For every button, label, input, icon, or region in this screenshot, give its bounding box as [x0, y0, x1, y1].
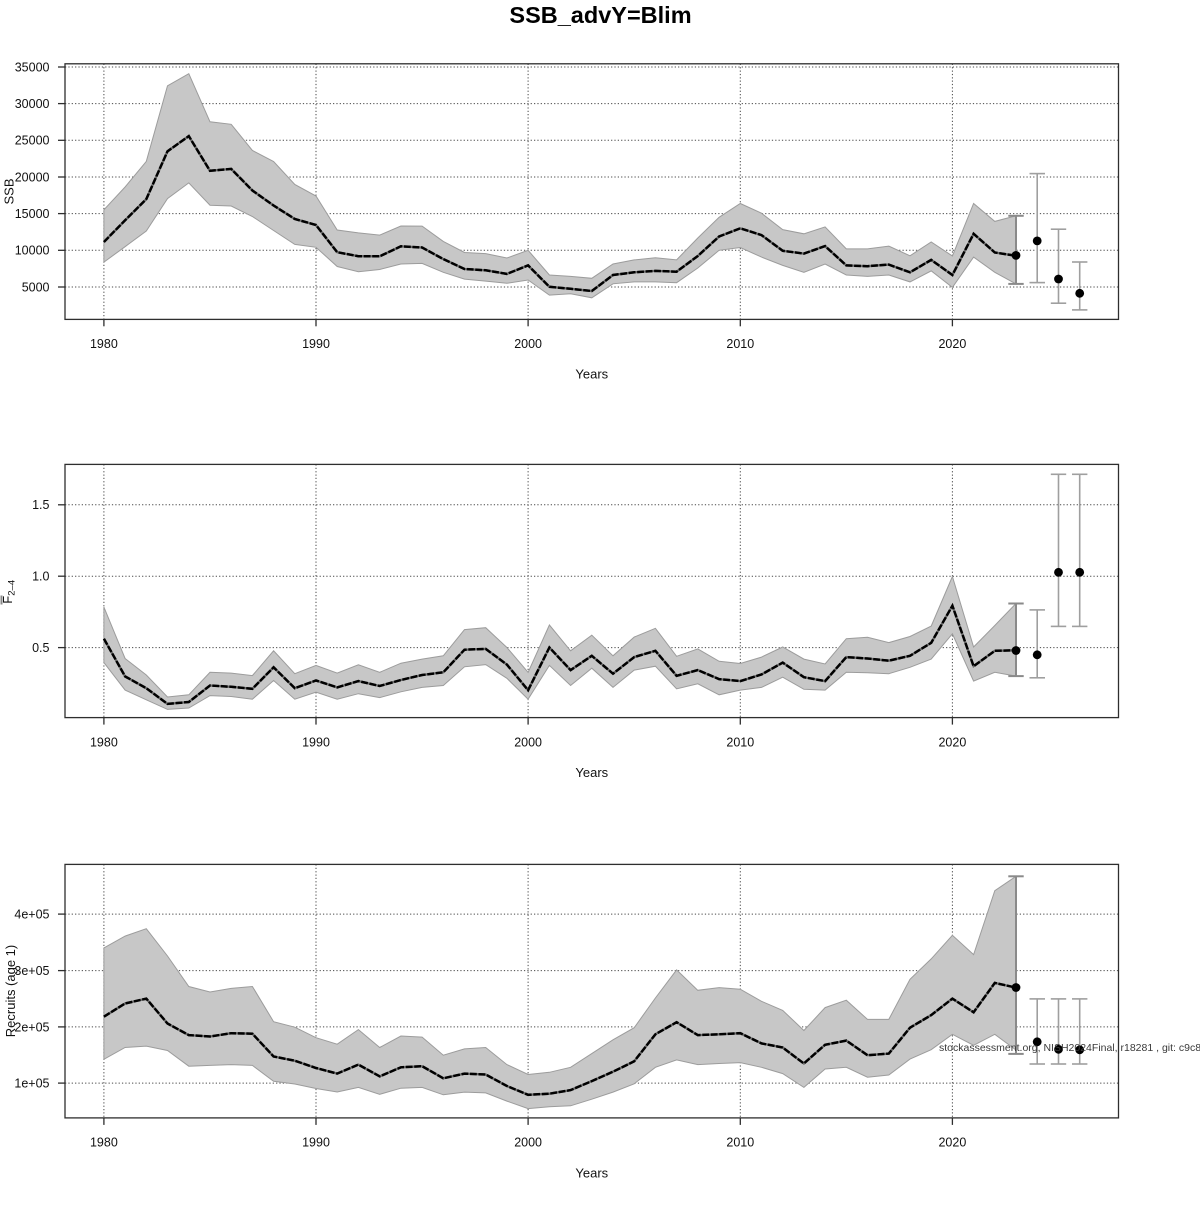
svg-text:1990: 1990	[302, 735, 330, 749]
svg-text:2020: 2020	[938, 1136, 966, 1150]
svg-text:1980: 1980	[90, 1136, 118, 1150]
svg-text:SSB: SSB	[2, 178, 17, 204]
svg-text:Years: Years	[575, 367, 608, 382]
svg-text:20000: 20000	[15, 170, 50, 184]
svg-text:F2–4: F2–4	[0, 580, 18, 604]
svg-text:SSB_advY=Blim: SSB_advY=Blim	[509, 2, 691, 28]
svg-text:1980: 1980	[90, 735, 118, 749]
svg-text:0.5: 0.5	[32, 641, 49, 655]
svg-text:3e+05: 3e+05	[14, 964, 49, 978]
svg-text:25000: 25000	[15, 134, 50, 148]
svg-text:Years: Years	[575, 1165, 608, 1180]
svg-text:2e+05: 2e+05	[14, 1020, 49, 1034]
svg-text:2010: 2010	[726, 337, 754, 351]
svg-text:2010: 2010	[726, 1136, 754, 1150]
svg-text:2000: 2000	[514, 1136, 542, 1150]
svg-text:1.5: 1.5	[32, 498, 49, 512]
svg-text:15000: 15000	[15, 207, 50, 221]
svg-text:5000: 5000	[22, 280, 50, 294]
svg-text:1.0: 1.0	[32, 570, 49, 584]
svg-text:2000: 2000	[514, 337, 542, 351]
svg-text:30000: 30000	[15, 97, 50, 111]
svg-text:1e+05: 1e+05	[14, 1077, 49, 1091]
svg-text:2010: 2010	[726, 735, 754, 749]
svg-text:1990: 1990	[302, 337, 330, 351]
svg-text:stockassessment.org, NISH2024F: stockassessment.org, NISH2024Final, r182…	[939, 1042, 1200, 1054]
svg-text:1990: 1990	[302, 1136, 330, 1150]
svg-text:4e+05: 4e+05	[14, 908, 49, 922]
svg-text:2020: 2020	[938, 337, 966, 351]
svg-text:2000: 2000	[514, 735, 542, 749]
svg-text:35000: 35000	[15, 60, 50, 74]
svg-text:2020: 2020	[938, 735, 966, 749]
svg-text:Recruits (age 1): Recruits (age 1)	[3, 945, 18, 1037]
svg-text:10000: 10000	[15, 244, 50, 258]
svg-text:Years: Years	[575, 765, 608, 780]
svg-text:1980: 1980	[90, 337, 118, 351]
